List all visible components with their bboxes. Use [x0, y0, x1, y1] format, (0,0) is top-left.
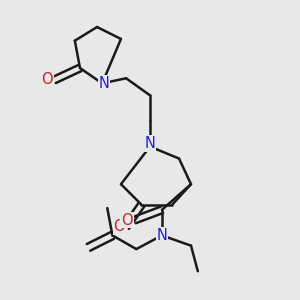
Text: N: N: [98, 76, 109, 91]
Text: O: O: [121, 212, 133, 227]
Text: N: N: [145, 136, 155, 152]
Text: O: O: [41, 73, 52, 88]
Text: N: N: [157, 228, 167, 243]
Text: O: O: [113, 219, 125, 234]
